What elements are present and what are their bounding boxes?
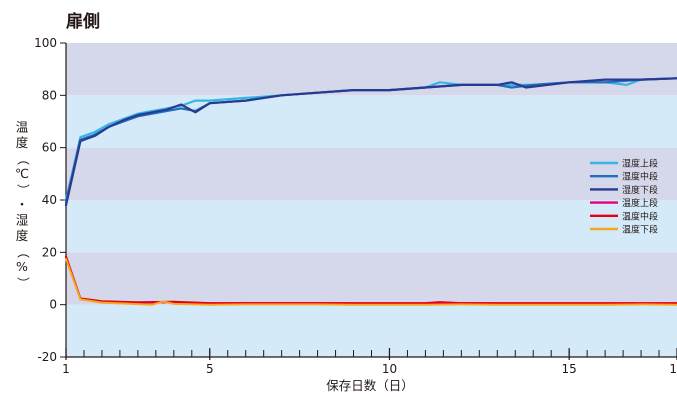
y-tick-label: 60 [42, 141, 57, 155]
x-tick-label: 10 [382, 362, 397, 376]
x-tick-label: 18 [669, 362, 677, 376]
y-tick-label: 20 [42, 245, 57, 259]
y-axis-label-char: （ [16, 246, 31, 259]
y-axis-label-char: ） [16, 184, 31, 197]
plot-band [66, 200, 677, 253]
y-axis-label-char: ℃ [15, 166, 29, 181]
plot-band [66, 304, 677, 357]
y-axis-label-char: 度 [16, 228, 29, 243]
plot-band [66, 147, 677, 200]
y-tick-label: 100 [34, 36, 57, 50]
series-line-6 [65, 257, 677, 306]
y-tick-label: 80 [42, 88, 57, 102]
y-axis-label: 温度（℃）・湿度（%） [15, 120, 31, 290]
x-axis-label: 保存日数（日） [326, 378, 414, 393]
y-tick-label: 0 [49, 298, 57, 312]
legend-label: 湿度下段 [622, 184, 658, 196]
y-axis-label-char: ・ [16, 197, 29, 212]
series-line-3 [64, 77, 677, 207]
legend-label: 温度上段 [622, 197, 658, 209]
x-tick-label: 5 [206, 362, 214, 376]
y-axis-label-char: 温 [16, 120, 29, 135]
plot-band [66, 95, 677, 148]
legend-label: 温度下段 [622, 224, 658, 236]
axes: -2002040608010015101518 [34, 36, 677, 376]
plot-background [66, 43, 677, 357]
legend-label: 湿度上段 [622, 158, 658, 170]
y-tick-label: 40 [42, 193, 57, 207]
series-line-5 [65, 255, 677, 305]
series-group [64, 77, 677, 306]
x-tick-label: 15 [562, 362, 577, 376]
x-tick-label: 1 [62, 362, 70, 376]
chart-title: 扉側 [66, 11, 100, 32]
legend-label: 温度中段 [622, 210, 658, 222]
y-axis-label-char: 度 [16, 135, 29, 150]
y-axis-label-char: % [16, 259, 28, 274]
y-axis-label-char: ） [16, 277, 31, 290]
plot-band [66, 252, 677, 305]
plot-band [66, 43, 677, 96]
y-axis-label-char: （ [16, 153, 31, 166]
legend-label: 湿度中段 [622, 171, 658, 183]
y-axis-label-char: 湿 [16, 213, 29, 228]
y-tick-label: -20 [37, 350, 57, 364]
